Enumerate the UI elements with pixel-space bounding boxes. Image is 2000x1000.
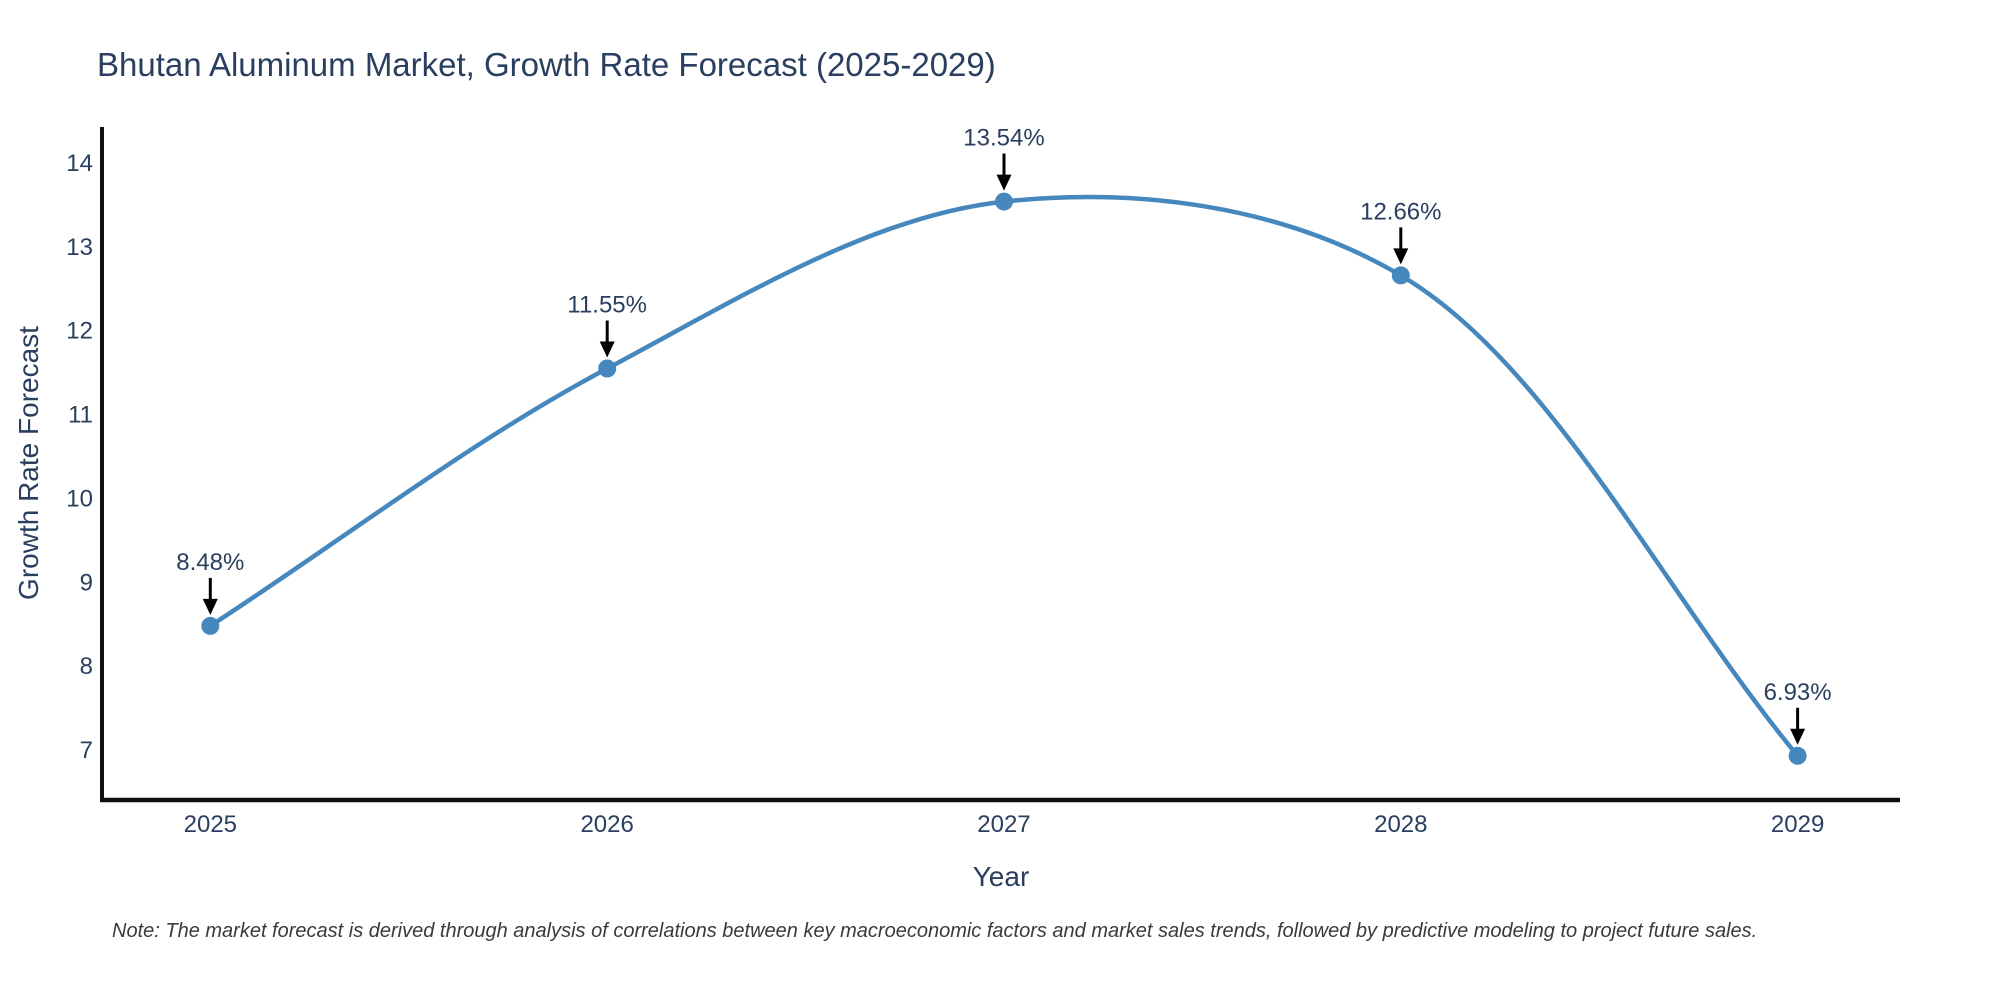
annotation-label: 13.54% bbox=[963, 125, 1044, 152]
data-point-2029[interactable] bbox=[1788, 746, 1807, 765]
y-tick-label-11: 11 bbox=[68, 402, 93, 429]
series-path bbox=[208, 194, 1800, 759]
x-axis-tick-labels: 2025 2026 2027 2028 2029 bbox=[184, 811, 1825, 838]
y-tick-label-9: 9 bbox=[80, 569, 93, 596]
data-point-2028[interactable] bbox=[1391, 266, 1410, 285]
x-tick-label-2027: 2027 bbox=[977, 811, 1030, 838]
data-point-2025[interactable] bbox=[201, 616, 220, 635]
data-point-2027[interactable] bbox=[995, 192, 1013, 211]
annotation-2027: 13.54% bbox=[963, 125, 1045, 191]
annotation-label: 12.66% bbox=[1360, 198, 1441, 225]
y-tick-label-8: 8 bbox=[80, 653, 93, 680]
annotation-arrowhead bbox=[1790, 728, 1806, 745]
y-tick-label-10: 10 bbox=[66, 485, 93, 512]
y-tick-label-12: 12 bbox=[66, 318, 93, 345]
point-annotations: 8.48% 11.55% 13.54% 12.66% 6.93% bbox=[176, 125, 1832, 745]
y-tick-label-7: 7 bbox=[80, 737, 93, 764]
annotation-2028: 12.66% bbox=[1360, 198, 1442, 265]
annotation-arrowhead bbox=[1393, 248, 1409, 265]
annotation-label: 11.55% bbox=[567, 292, 647, 319]
y-tick-label-13: 13 bbox=[66, 234, 93, 261]
x-tick-label-2028: 2028 bbox=[1374, 811, 1427, 838]
annotation-arrowhead bbox=[202, 598, 218, 615]
y-axis-tick-labels: 7 8 9 10 11 12 13 14 bbox=[66, 150, 93, 764]
x-tick-label-2025: 2025 bbox=[184, 811, 237, 838]
y-axis-title: Growth Rate Forecast bbox=[13, 326, 44, 600]
annotation-2025: 8.48% bbox=[176, 549, 244, 615]
x-axis-title: Year bbox=[973, 861, 1030, 892]
x-tick-label-2026: 2026 bbox=[580, 811, 633, 838]
annotation-2029: 6.93% bbox=[1764, 679, 1832, 745]
annotation-arrowhead bbox=[599, 341, 615, 358]
annotation-arrowhead bbox=[996, 174, 1012, 191]
annotation-label: 6.93% bbox=[1764, 679, 1832, 706]
chart-title: Bhutan Aluminum Market, Growth Rate Fore… bbox=[97, 46, 996, 83]
annotation-2026: 11.55% bbox=[567, 292, 647, 358]
annotation-label: 8.48% bbox=[176, 549, 244, 576]
footnote: Note: The market forecast is derived thr… bbox=[112, 920, 1757, 942]
y-tick-label-14: 14 bbox=[66, 150, 93, 177]
data-point-2026[interactable] bbox=[598, 359, 617, 378]
series-spline-line bbox=[208, 194, 1800, 759]
x-tick-label-2029: 2029 bbox=[1771, 811, 1824, 838]
series-markers bbox=[201, 192, 1807, 765]
